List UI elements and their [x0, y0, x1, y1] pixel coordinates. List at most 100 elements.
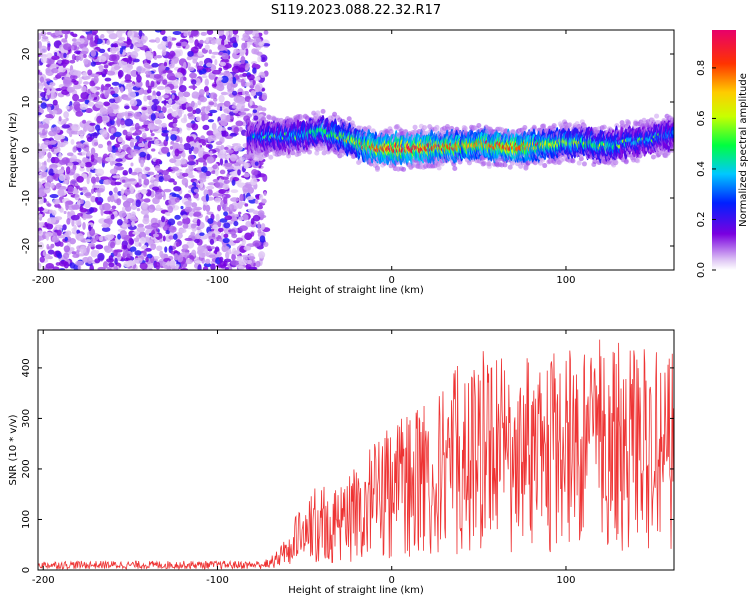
noise-cell: [75, 110, 84, 117]
noise-cell: [222, 183, 230, 190]
noise-cell: [71, 123, 80, 132]
noise-cell: [233, 250, 241, 256]
noise-cell: [86, 150, 91, 157]
noise-cell: [161, 94, 170, 99]
noise-cell: [224, 215, 233, 221]
noise-cell: [101, 227, 111, 232]
noise-cell: [141, 106, 148, 111]
noise-cell: [108, 113, 117, 117]
noise-cell: [121, 206, 126, 212]
noise-cell: [155, 265, 160, 270]
noise-cell: [129, 140, 135, 148]
noise-cell: [94, 258, 101, 264]
noise-cell: [183, 76, 187, 81]
noise-cell: [111, 93, 119, 98]
noise-cell: [163, 257, 171, 263]
noise-cell: [58, 205, 62, 209]
noise-cell: [162, 235, 166, 242]
noise-cell: [155, 158, 162, 165]
noise-cell: [191, 202, 198, 208]
noise-cell: [214, 181, 221, 188]
noise-cell: [117, 69, 124, 78]
noise-cell: [38, 143, 41, 147]
noise-cell: [170, 134, 177, 141]
noise-cell: [180, 158, 187, 165]
noise-cell: [202, 124, 210, 131]
noise-cell: [205, 143, 211, 148]
noise-cell: [152, 255, 160, 260]
noise-cell: [263, 241, 269, 247]
noise-cell: [151, 148, 156, 152]
noise-cell: [108, 262, 115, 268]
noise-cell: [143, 62, 150, 69]
noise-cell: [234, 162, 240, 167]
noise-cell: [100, 176, 110, 180]
noise-cell: [122, 179, 126, 183]
noise-cell: [207, 218, 214, 225]
noise-cell: [164, 212, 170, 216]
noise-cell: [122, 129, 128, 136]
noise-cell: [63, 43, 72, 51]
noise-cell: [72, 146, 77, 153]
noise-cell: [113, 187, 118, 193]
noise-cell: [87, 101, 95, 107]
noise-cell: [51, 68, 59, 74]
noise-cell: [82, 256, 90, 263]
noise-cell: [162, 36, 169, 42]
noise-cell: [230, 197, 240, 202]
noise-cell: [193, 206, 203, 211]
noise-cell: [161, 170, 169, 176]
noise-cell: [63, 111, 69, 119]
noise-cell: [209, 92, 218, 99]
ridge-halo-cell: [268, 154, 274, 160]
noise-cell: [243, 162, 249, 170]
noise-cell: [140, 159, 145, 168]
noise-cell: [102, 261, 108, 269]
noise-cell: [252, 214, 261, 222]
noise-cell: [103, 64, 109, 69]
noise-cell: [174, 50, 181, 58]
noise-cell: [252, 240, 262, 247]
noise-cell: [111, 205, 117, 210]
noise-cell: [230, 189, 239, 194]
noise-cell: [211, 233, 216, 238]
noise-cell: [189, 172, 194, 179]
noise-cell: [259, 160, 264, 166]
noise-cell: [80, 162, 86, 167]
spectrogram-cells: [38, 30, 674, 270]
noise-cell: [120, 188, 125, 196]
noise-cell: [159, 250, 164, 258]
noise-cell: [41, 171, 48, 178]
noise-cell: [108, 255, 114, 261]
noise-cell: [141, 202, 148, 210]
noise-cell: [38, 104, 41, 108]
noise-cell: [69, 105, 74, 111]
noise-cell: [45, 78, 51, 82]
noise-cell: [257, 55, 262, 63]
noise-cell: [209, 238, 215, 245]
noise-cell: [69, 59, 76, 64]
noise-cell: [75, 55, 80, 63]
noise-cell: [181, 102, 187, 111]
noise-cell: [170, 90, 177, 94]
noise-cell: [186, 56, 193, 61]
noise-cell: [150, 243, 157, 250]
noise-cell: [78, 53, 84, 62]
noise-cell: [38, 230, 44, 237]
noise-cell: [75, 219, 82, 226]
noise-cell: [94, 37, 98, 44]
noise-cell: [256, 51, 263, 56]
noise-cell: [198, 139, 206, 144]
noise-cell: [112, 175, 121, 179]
noise-cell: [233, 220, 239, 227]
noise-cell: [215, 213, 220, 222]
noise-cell: [176, 220, 183, 226]
noise-cell: [40, 92, 46, 98]
noise-cell: [182, 214, 188, 219]
noise-cell: [215, 141, 223, 146]
noise-cell: [101, 85, 109, 91]
noise-cell: [182, 223, 189, 229]
noise-cell: [116, 198, 122, 206]
noise-cell: [205, 62, 213, 68]
noise-cell: [46, 88, 51, 96]
